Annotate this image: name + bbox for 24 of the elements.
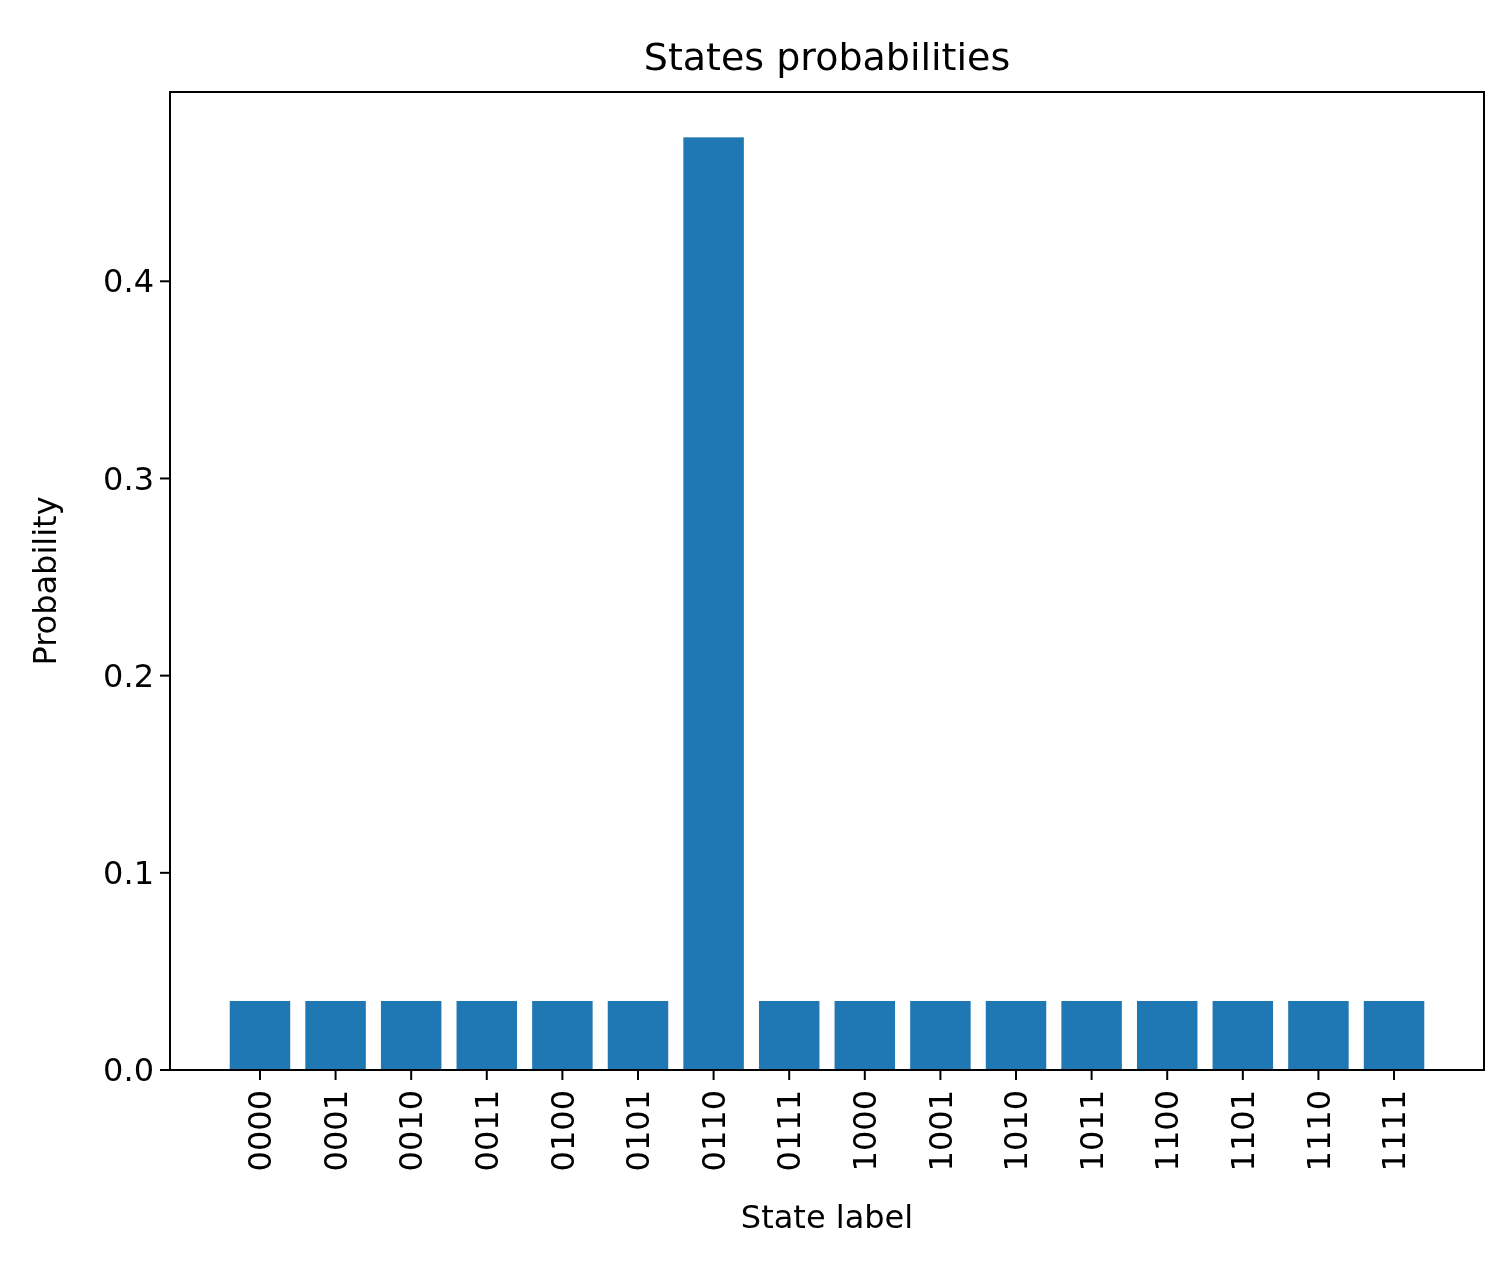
y-tick-label: 0.4 [103, 262, 154, 301]
x-axis-title: State label [740, 1198, 914, 1236]
x-tick-label: 0000 [241, 1090, 280, 1172]
x-tick-label: 1111 [1375, 1090, 1414, 1172]
x-tick-label: 1001 [921, 1090, 960, 1172]
y-tick-label: 0.1 [103, 854, 154, 893]
y-tick-label: 0.0 [103, 1051, 154, 1090]
x-tick-label: 0100 [543, 1090, 582, 1172]
x-tick-label: 0011 [467, 1090, 506, 1172]
x-tick-label: 1100 [1148, 1090, 1187, 1172]
y-axis-title: Probability [26, 496, 64, 666]
x-tick-label: 0111 [770, 1090, 809, 1172]
x-tick-label: 1101 [1224, 1090, 1263, 1172]
x-tick-label: 1000 [846, 1090, 884, 1172]
x-tick-label: 1110 [1299, 1090, 1338, 1172]
y-tick-label: 0.2 [103, 656, 154, 695]
x-tick-label: 0010 [392, 1090, 431, 1172]
x-tick-label: 0001 [316, 1090, 355, 1172]
x-tick-label: 1011 [1072, 1090, 1111, 1172]
x-tick-label: 0110 [694, 1090, 733, 1172]
chart-title: States probabilities [643, 35, 1011, 79]
y-tick-label: 0.3 [103, 459, 154, 498]
x-tick-label: 1010 [997, 1090, 1036, 1172]
x-tick-label: 0101 [619, 1090, 658, 1172]
